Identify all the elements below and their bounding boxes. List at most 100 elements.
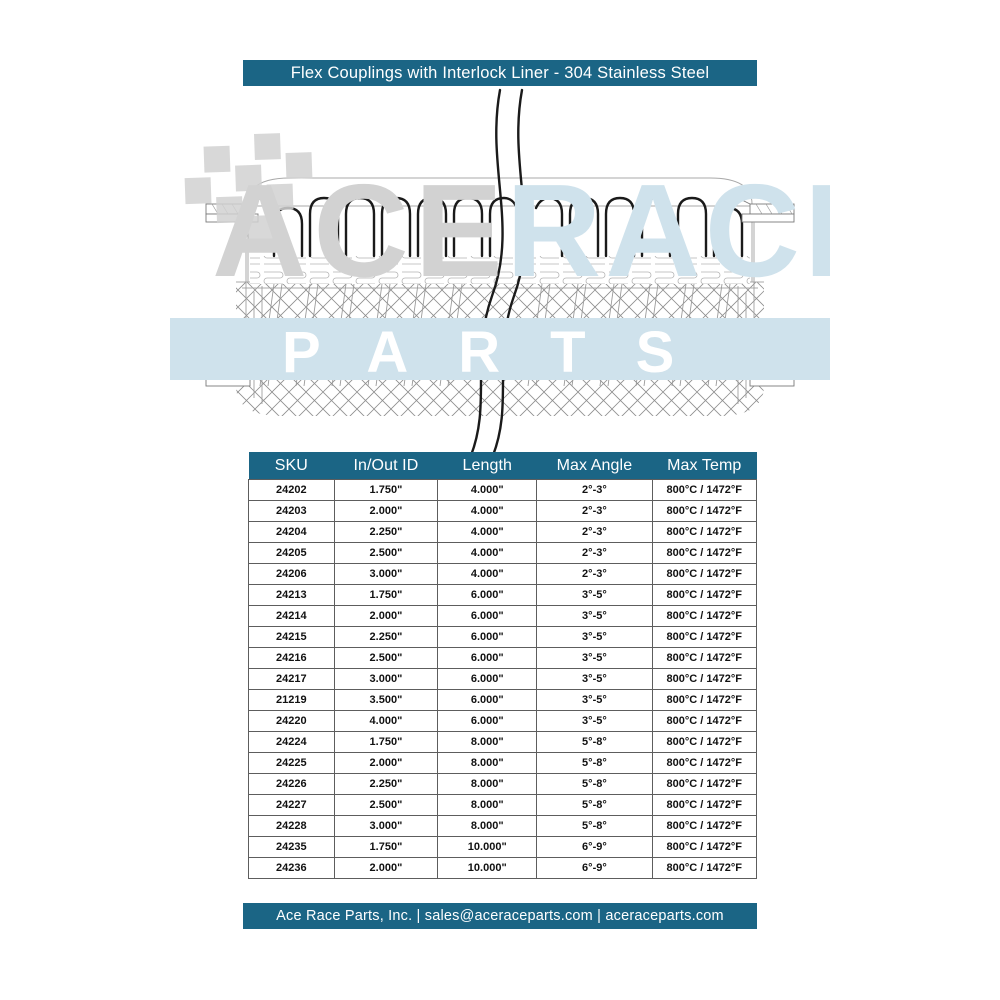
column-header-in-out-id: In/Out ID <box>334 452 438 480</box>
table-row: 24226 2.250" 8.000" 5°-8° 800°C / 1472°F <box>248 773 758 795</box>
column-header-length: Length <box>437 452 537 480</box>
column-header-sku: SKU <box>248 452 335 480</box>
cell-max-angle: 5°-8° <box>536 773 653 795</box>
cell-length: 6.000" <box>437 626 538 648</box>
cell-max-angle: 5°-8° <box>536 794 653 816</box>
table-row: 24205 2.500" 4.000" 2°-3° 800°C / 1472°F <box>248 542 758 564</box>
cell-length: 6.000" <box>437 668 538 690</box>
cell-max-temp: 800°C / 1472°F <box>651 563 758 585</box>
cell-sku: 24205 <box>248 542 335 564</box>
cell-max-temp: 800°C / 1472°F <box>651 584 758 606</box>
footer-contact-bar: Ace Race Parts, Inc. | sales@aceracepart… <box>243 903 757 929</box>
cell-length: 6.000" <box>437 689 538 711</box>
cell-max-angle: 5°-8° <box>536 752 653 774</box>
table-row: 24213 1.750" 6.000" 3°-5° 800°C / 1472°F <box>248 584 758 606</box>
cell-in-out-id: 1.750" <box>333 479 439 501</box>
cell-max-temp: 800°C / 1472°F <box>651 521 758 543</box>
table-row: 24236 2.000" 10.000" 6°-9° 800°C / 1472°F <box>248 857 758 879</box>
table-row: 24216 2.500" 6.000" 3°-5° 800°C / 1472°F <box>248 647 758 669</box>
specification-table: SKU In/Out ID Length Max Angle Max Temp … <box>248 452 758 879</box>
cell-in-out-id: 2.250" <box>333 521 439 543</box>
cell-length: 6.000" <box>437 605 538 627</box>
cell-max-angle: 3°-5° <box>536 605 653 627</box>
cell-max-angle: 2°-3° <box>536 563 653 585</box>
cell-max-temp: 800°C / 1472°F <box>651 689 758 711</box>
cell-length: 10.000" <box>437 836 538 858</box>
cell-in-out-id: 3.000" <box>333 815 439 837</box>
cell-in-out-id: 2.000" <box>333 605 439 627</box>
cell-in-out-id: 2.500" <box>333 542 439 564</box>
cell-max-temp: 800°C / 1472°F <box>651 647 758 669</box>
cell-sku: 24213 <box>248 584 335 606</box>
table-header-row: SKU In/Out ID Length Max Angle Max Temp <box>248 452 757 480</box>
cell-length: 8.000" <box>437 731 538 753</box>
cell-in-out-id: 1.750" <box>333 731 439 753</box>
cell-in-out-id: 2.000" <box>333 857 439 879</box>
cell-sku: 24204 <box>248 521 335 543</box>
cell-length: 4.000" <box>437 500 538 522</box>
cell-sku: 24202 <box>248 479 335 501</box>
cell-in-out-id: 2.500" <box>333 794 439 816</box>
cell-in-out-id: 1.750" <box>333 836 439 858</box>
cell-length: 4.000" <box>437 563 538 585</box>
cell-max-angle: 2°-3° <box>536 500 653 522</box>
cell-max-temp: 800°C / 1472°F <box>651 794 758 816</box>
braid-overlay <box>236 282 764 416</box>
cell-length: 8.000" <box>437 815 538 837</box>
table-row: 24203 2.000" 4.000" 2°-3° 800°C / 1472°F <box>248 500 758 522</box>
cell-sku: 24215 <box>248 626 335 648</box>
cell-length: 4.000" <box>437 479 538 501</box>
break-line <box>469 88 526 456</box>
cell-length: 8.000" <box>437 773 538 795</box>
cell-sku: 24214 <box>248 605 335 627</box>
column-header-max-angle: Max Angle <box>536 452 653 480</box>
cell-max-angle: 5°-8° <box>536 815 653 837</box>
cell-sku: 24206 <box>248 563 335 585</box>
cell-max-temp: 800°C / 1472°F <box>651 668 758 690</box>
cell-in-out-id: 2.250" <box>333 626 439 648</box>
cell-length: 6.000" <box>437 647 538 669</box>
cell-max-temp: 800°C / 1472°F <box>651 500 758 522</box>
cell-in-out-id: 4.000" <box>333 710 439 732</box>
table-row: 24202 1.750" 4.000" 2°-3° 800°C / 1472°F <box>248 479 758 501</box>
cell-sku: 24228 <box>248 815 335 837</box>
table-row: 24235 1.750" 10.000" 6°-9° 800°C / 1472°F <box>248 836 758 858</box>
cell-in-out-id: 3.000" <box>333 563 439 585</box>
table-row: 24227 2.500" 8.000" 5°-8° 800°C / 1472°F <box>248 794 758 816</box>
product-illustration <box>170 86 830 456</box>
cell-max-temp: 800°C / 1472°F <box>651 710 758 732</box>
cell-max-temp: 800°C / 1472°F <box>651 857 758 879</box>
cell-sku: 24227 <box>248 794 335 816</box>
table-row: 21219 3.500" 6.000" 3°-5° 800°C / 1472°F <box>248 689 758 711</box>
cell-in-out-id: 1.750" <box>333 584 439 606</box>
cell-in-out-id: 2.250" <box>333 773 439 795</box>
cell-max-temp: 800°C / 1472°F <box>651 773 758 795</box>
cell-max-temp: 800°C / 1472°F <box>651 479 758 501</box>
cell-sku: 24225 <box>248 752 335 774</box>
table-row: 24225 2.000" 8.000" 5°-8° 800°C / 1472°F <box>248 752 758 774</box>
cell-in-out-id: 3.500" <box>333 689 439 711</box>
cell-max-temp: 800°C / 1472°F <box>651 752 758 774</box>
cell-max-temp: 800°C / 1472°F <box>651 731 758 753</box>
table-row: 24217 3.000" 6.000" 3°-5° 800°C / 1472°F <box>248 668 758 690</box>
cell-max-temp: 800°C / 1472°F <box>651 836 758 858</box>
table-row: 24206 3.000" 4.000" 2°-3° 800°C / 1472°F <box>248 563 758 585</box>
cell-sku: 24216 <box>248 647 335 669</box>
cell-max-temp: 800°C / 1472°F <box>651 605 758 627</box>
cell-max-angle: 3°-5° <box>536 710 653 732</box>
cell-max-angle: 3°-5° <box>536 626 653 648</box>
table-body: 24202 1.750" 4.000" 2°-3° 800°C / 1472°F 2420… <box>248 479 758 879</box>
cell-max-angle: 2°-3° <box>536 521 653 543</box>
cell-sku: 24226 <box>248 773 335 795</box>
table-row: 24224 1.750" 8.000" 5°-8° 800°C / 1472°F <box>248 731 758 753</box>
page-title: Flex Couplings with Interlock Liner - 30… <box>243 60 757 86</box>
cell-max-angle: 3°-5° <box>536 584 653 606</box>
cell-in-out-id: 2.000" <box>333 500 439 522</box>
table-row: 24204 2.250" 4.000" 2°-3° 800°C / 1472°F <box>248 521 758 543</box>
cell-max-angle: 5°-8° <box>536 731 653 753</box>
cell-sku: 24224 <box>248 731 335 753</box>
cell-max-angle: 2°-3° <box>536 542 653 564</box>
cell-max-temp: 800°C / 1472°F <box>651 815 758 837</box>
cell-sku: 24203 <box>248 500 335 522</box>
